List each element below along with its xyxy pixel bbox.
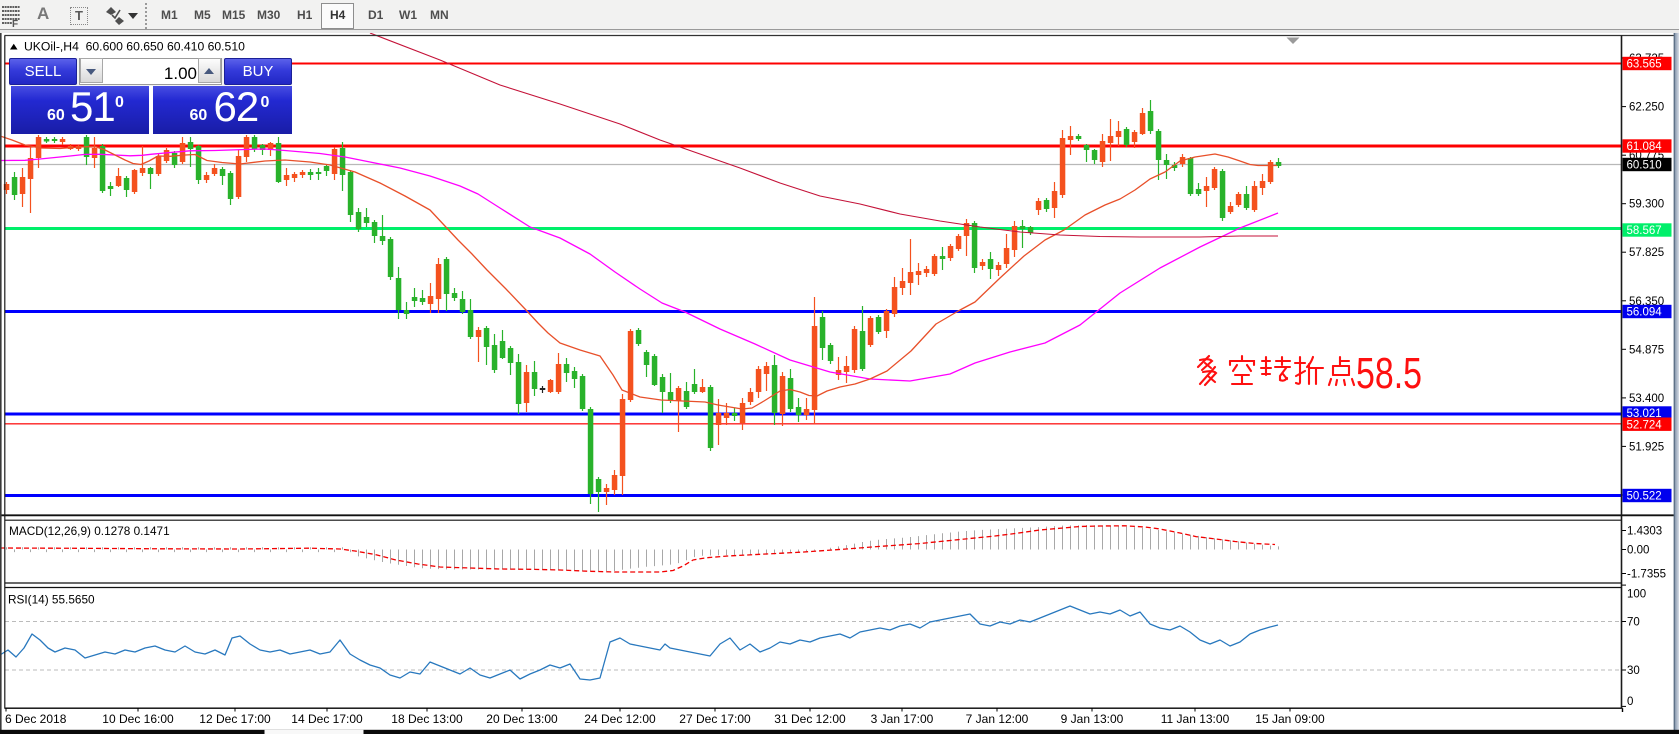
svg-text:3 Jan 17:00: 3 Jan 17:00 [871, 712, 934, 726]
svg-text:1.4303: 1.4303 [1627, 526, 1662, 538]
svg-text:15 Jan 09:00: 15 Jan 09:00 [1255, 712, 1325, 726]
svg-text:54.875: 54.875 [1629, 344, 1664, 356]
svg-text:51.925: 51.925 [1629, 441, 1664, 453]
svg-text:58.567: 58.567 [1627, 225, 1662, 237]
svg-text:0.00: 0.00 [1627, 545, 1649, 557]
svg-text:11 Jan 13:00: 11 Jan 13:00 [1161, 712, 1230, 726]
svg-text:12 Dec 17:00: 12 Dec 17:00 [199, 712, 271, 726]
svg-text:14 Dec 17:00: 14 Dec 17:00 [291, 712, 363, 726]
svg-text:50.522: 50.522 [1627, 491, 1662, 503]
svg-text:9 Jan 13:00: 9 Jan 13:00 [1061, 712, 1124, 726]
svg-text:52.724: 52.724 [1627, 419, 1663, 431]
svg-text:61.084: 61.084 [1627, 141, 1663, 153]
svg-text:100: 100 [1627, 589, 1646, 601]
svg-text:F: F [12, 19, 18, 30]
svg-text:MACD(12,26,9) 0.1278 0.1471: MACD(12,26,9) 0.1278 0.1471 [9, 524, 170, 538]
svg-text:20 Dec 13:00: 20 Dec 13:00 [486, 712, 558, 726]
svg-text:53.021: 53.021 [1627, 408, 1662, 420]
svg-text:0: 0 [1627, 696, 1633, 708]
svg-text:27 Dec 17:00: 27 Dec 17:00 [679, 712, 751, 726]
svg-text:70: 70 [1627, 617, 1640, 629]
svg-text:-1.7355: -1.7355 [1627, 569, 1666, 581]
svg-text:30: 30 [1627, 665, 1640, 677]
svg-text:UKOil-,H4 60.600 60.650 60.41: UKOil-,H4 60.600 60.650 60.410 60.510 [24, 40, 245, 54]
svg-text:10 Dec 16:00: 10 Dec 16:00 [102, 712, 174, 726]
svg-text:7 Jan 12:00: 7 Jan 12:00 [966, 712, 1029, 726]
svg-text:53.400: 53.400 [1629, 393, 1664, 405]
svg-text:60.510: 60.510 [1627, 160, 1662, 172]
svg-text:58.5: 58.5 [1356, 350, 1422, 398]
svg-text:31 Dec 12:00: 31 Dec 12:00 [774, 712, 846, 726]
svg-text:62.250: 62.250 [1629, 102, 1664, 114]
svg-text:18 Dec 13:00: 18 Dec 13:00 [391, 712, 463, 726]
svg-text:6 Dec 2018: 6 Dec 2018 [5, 712, 67, 726]
svg-text:63.565: 63.565 [1627, 59, 1662, 71]
svg-text:56.094: 56.094 [1627, 307, 1663, 319]
svg-text:24 Dec 12:00: 24 Dec 12:00 [584, 712, 656, 726]
svg-text:57.825: 57.825 [1629, 247, 1664, 259]
svg-text:RSI(14) 55.5650: RSI(14) 55.5650 [8, 593, 95, 607]
svg-text:59.300: 59.300 [1629, 199, 1664, 211]
